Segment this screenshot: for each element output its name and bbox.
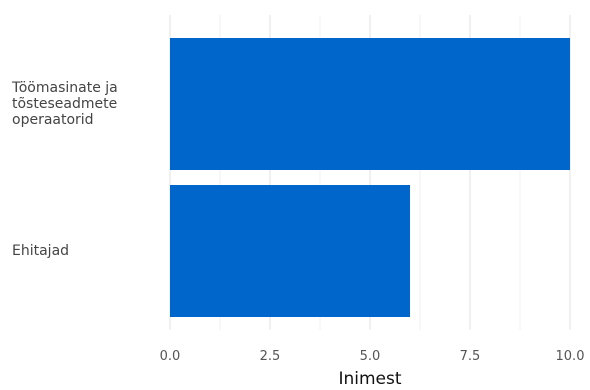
bar	[170, 185, 410, 317]
x-tick-labels: 0.0 2.5 5.0 7.5 10.0	[160, 349, 585, 364]
category-label: Töömasinate ja tõsteseadmete operaatorid	[12, 80, 162, 128]
category-label-line: operaatorid	[12, 112, 94, 128]
x-tick-label: 7.5	[460, 349, 481, 364]
x-tick-label: 2.5	[260, 349, 281, 364]
x-axis-title: Inimest	[338, 369, 402, 389]
x-tick-label: 5.0	[360, 349, 381, 364]
category-label-line: tõsteseadmete	[12, 96, 118, 112]
bar	[170, 38, 570, 170]
x-tick-label: 0.0	[160, 349, 181, 364]
category-label-line: Töömasinate ja	[12, 80, 118, 96]
category-label: Ehitajad	[12, 243, 162, 259]
category-label-line: Ehitajad	[12, 243, 70, 259]
bars	[170, 38, 570, 317]
x-tick-label: 10.0	[556, 349, 585, 364]
